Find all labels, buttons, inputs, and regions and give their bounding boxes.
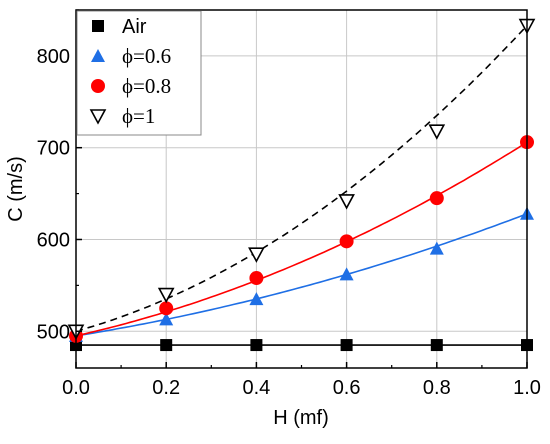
y-axis-title: C (m/s) bbox=[5, 156, 27, 222]
data-point bbox=[249, 292, 264, 306]
x-tick-label: 0.0 bbox=[62, 377, 90, 399]
data-point bbox=[429, 241, 444, 255]
data-point bbox=[157, 287, 175, 304]
x-tick-label: 0.2 bbox=[152, 377, 180, 399]
series-line bbox=[75, 141, 528, 337]
data-point bbox=[430, 339, 443, 352]
data-point bbox=[249, 271, 264, 286]
data-point bbox=[429, 191, 444, 206]
x-tick-label: 0.4 bbox=[242, 377, 270, 399]
series-line bbox=[75, 213, 528, 337]
legend-label: Air bbox=[122, 16, 147, 38]
y-tick-label: 700 bbox=[37, 138, 70, 160]
legend: Air ϕ=0.6 ϕ=0.8 ϕ=1 bbox=[76, 10, 202, 136]
legend-label: ϕ=0.6 bbox=[122, 44, 171, 68]
y-tick-label: 600 bbox=[37, 229, 70, 251]
grid-lines bbox=[76, 10, 527, 368]
data-point bbox=[338, 194, 355, 210]
legend-label: ϕ=1 bbox=[122, 104, 155, 128]
legend-marker bbox=[92, 20, 104, 32]
data-point bbox=[159, 312, 174, 326]
legend-marker bbox=[91, 49, 105, 62]
legend-marker bbox=[89, 109, 107, 125]
x-tick-label: 1.0 bbox=[513, 377, 541, 399]
data-point bbox=[339, 234, 354, 249]
y-tick-label: 800 bbox=[37, 46, 70, 68]
data-point bbox=[428, 124, 446, 140]
legend-label: ϕ=0.8 bbox=[122, 74, 171, 98]
x-tick-label: 0.6 bbox=[333, 377, 361, 399]
fit-curves bbox=[75, 25, 528, 346]
series-line bbox=[75, 25, 528, 333]
data-point bbox=[340, 339, 353, 352]
data-point bbox=[339, 267, 354, 281]
x-tick-label: 0.8 bbox=[423, 377, 451, 399]
y-tick-label: 500 bbox=[37, 321, 70, 343]
x-axis-title: H (mf) bbox=[273, 407, 329, 429]
data-point bbox=[160, 339, 173, 352]
data-point bbox=[248, 247, 265, 263]
axis-ticks: 0.0 0.2 0.4 0.6 0.8 1.0 500 600 700 800 bbox=[37, 9, 541, 399]
legend-marker bbox=[91, 79, 105, 93]
data-point bbox=[250, 339, 263, 352]
data-point bbox=[159, 301, 174, 316]
